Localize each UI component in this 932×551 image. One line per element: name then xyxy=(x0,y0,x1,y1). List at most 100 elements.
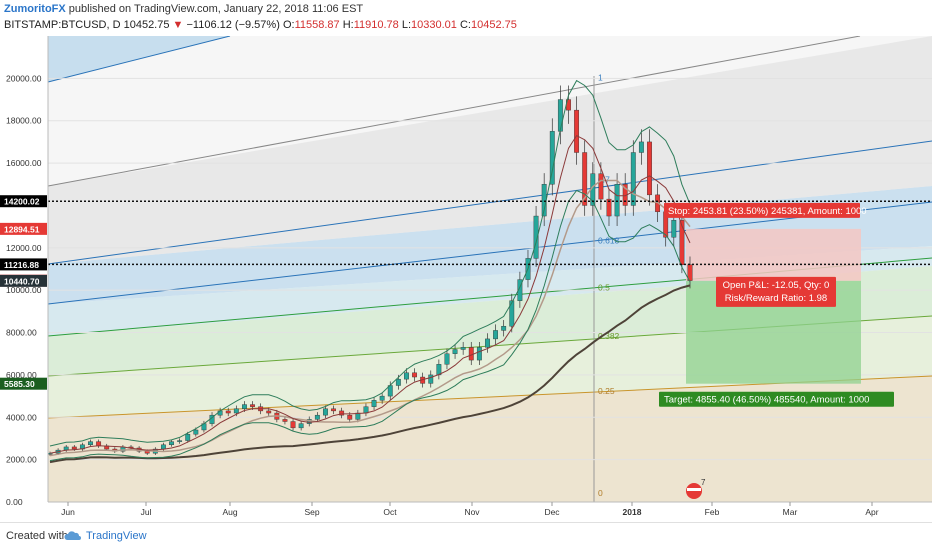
candle-body xyxy=(671,220,677,238)
tradingview-link[interactable]: TradingView xyxy=(86,530,147,542)
channel-line-top xyxy=(47,36,231,83)
y-tick-label: 10000.00 xyxy=(6,285,42,295)
candle-body xyxy=(323,408,328,416)
candle-body xyxy=(395,378,401,386)
fib-level-label: 0 xyxy=(598,488,603,498)
candle-body xyxy=(468,347,474,361)
price-badge-label: 5585.30 xyxy=(4,379,35,389)
symbol-label[interactable]: BITSTAMP:BTCUSD, D xyxy=(4,19,121,31)
y-tick-label: 8000.00 xyxy=(6,328,37,338)
flag-marker[interactable]: 7 xyxy=(686,478,706,499)
ohlc-line: BITSTAMP:BTCUSD, D 10452.75 ▼ −1106.12 (… xyxy=(4,19,517,31)
price-badge xyxy=(0,274,47,287)
candle-body xyxy=(290,421,296,429)
fib-level-label: 1 xyxy=(598,73,603,83)
stop-zone xyxy=(686,228,861,281)
down-arrow-icon: ▼ xyxy=(172,19,184,31)
flag-count: 7 xyxy=(701,478,706,487)
candle-body xyxy=(557,99,563,132)
price-badge-label: 10440.70 xyxy=(4,276,40,286)
candle-body xyxy=(71,446,77,450)
price-badge-label: 12894.51 xyxy=(4,224,40,234)
open-value: 11558.87 xyxy=(294,19,340,31)
price-badge-label: 14200.02 xyxy=(4,197,40,207)
publish-info: published on TradingView.com, January 22… xyxy=(68,3,364,15)
dotted-levels xyxy=(48,200,932,266)
candle-body xyxy=(242,404,247,409)
candle-body xyxy=(404,372,409,380)
y-tick-label: 20000.00 xyxy=(6,73,42,83)
candle-body xyxy=(225,410,231,414)
bb-lower-line xyxy=(49,189,691,462)
pnl-label-box xyxy=(716,276,836,307)
candle-body xyxy=(428,374,434,384)
candle-body xyxy=(314,414,320,420)
risk-reward-label: Risk/Reward Ratio: 1.98 xyxy=(725,293,827,304)
x-tick-label: Aug xyxy=(222,507,237,517)
footer: Created with TradingView xyxy=(0,522,932,551)
candle-body xyxy=(379,395,385,401)
x-axis-background xyxy=(0,502,932,522)
candle-body xyxy=(298,423,304,429)
price-change: −1106.12 (−9.57%) xyxy=(186,19,280,31)
ma-50-line xyxy=(49,179,691,457)
fib-level-label: 0.5 xyxy=(598,282,610,292)
fib-labels: 1 0.7 0.618 0.5 0.382 0.25 0 xyxy=(598,73,620,498)
x-tick-label: Nov xyxy=(464,507,480,517)
y-tick-label: 16000.00 xyxy=(6,158,42,168)
candle-body xyxy=(412,372,417,378)
candle-body xyxy=(533,215,539,259)
publish-line: ZumoritoFX published on TradingView.com,… xyxy=(4,3,363,15)
x-tick-label: Apr xyxy=(865,507,878,517)
target-label: Target: 4855.40 (46.50%) 485540, Amount:… xyxy=(664,395,869,406)
candle-body xyxy=(185,434,191,441)
candle-body xyxy=(485,338,490,348)
x-tick-label: 2018 xyxy=(623,507,642,517)
candle-body xyxy=(501,325,507,331)
y-tick-label: 18000.00 xyxy=(6,116,42,126)
price-badge xyxy=(0,258,47,271)
x-tick-label: Jun xyxy=(61,507,75,517)
candle-body xyxy=(88,441,93,446)
price-badge xyxy=(0,377,47,390)
flag-icon-stripe xyxy=(687,488,701,491)
candle-body xyxy=(582,152,588,206)
candle-body xyxy=(347,414,353,420)
close-value: 10452.75 xyxy=(470,19,517,31)
bb-upper-line xyxy=(49,79,691,447)
candle-body xyxy=(233,408,239,414)
candle-body xyxy=(371,400,377,407)
price-chart[interactable]: 1 0.7 0.618 0.5 0.382 0.25 0 0.00 2000.00 4000.0… xyxy=(0,36,932,522)
author-link[interactable]: ZumoritoFX xyxy=(4,3,66,15)
candle-body xyxy=(460,347,466,350)
x-axis-ticks: Jun Jul Aug Sep Oct Nov Dec 2018 Feb Mar Apr xyxy=(61,502,879,517)
pnl-label: Open P&L: -12.05, Qty: 0 xyxy=(723,280,830,291)
candle-body xyxy=(476,347,482,361)
high-label: H: xyxy=(342,19,354,31)
x-tick-label: Mar xyxy=(783,507,798,517)
candle-body xyxy=(444,353,450,365)
x-tick-label: Jul xyxy=(141,507,152,517)
cloud-logo-icon xyxy=(64,531,81,540)
channel-line-blue2 xyxy=(47,201,932,305)
channel-line-grey xyxy=(47,36,861,187)
y-tick-label: 0.00 xyxy=(6,497,23,507)
candle-body xyxy=(598,173,604,200)
x-tick-label: Dec xyxy=(544,507,560,517)
candle-body xyxy=(614,184,620,217)
created-with-label: Created with xyxy=(6,530,68,542)
candle-body xyxy=(517,279,523,301)
chart-header: ZumoritoFX published on TradingView.com,… xyxy=(0,0,932,36)
price-badge xyxy=(0,195,47,208)
stop-label: Stop: 2453.81 (23.50%) 245381, Amount: 1… xyxy=(668,206,867,217)
candle-body xyxy=(193,429,199,435)
moving-averages xyxy=(49,79,691,464)
candle-body xyxy=(331,408,336,412)
candle-body xyxy=(647,141,652,196)
x-tick-label: Feb xyxy=(705,507,720,517)
high-value: 11910.78 xyxy=(353,19,399,31)
fib-level-label: 0.382 xyxy=(598,331,620,341)
last-price: 10452.75 xyxy=(123,19,170,31)
stop-label-box xyxy=(664,202,860,218)
candle-body xyxy=(606,198,612,217)
